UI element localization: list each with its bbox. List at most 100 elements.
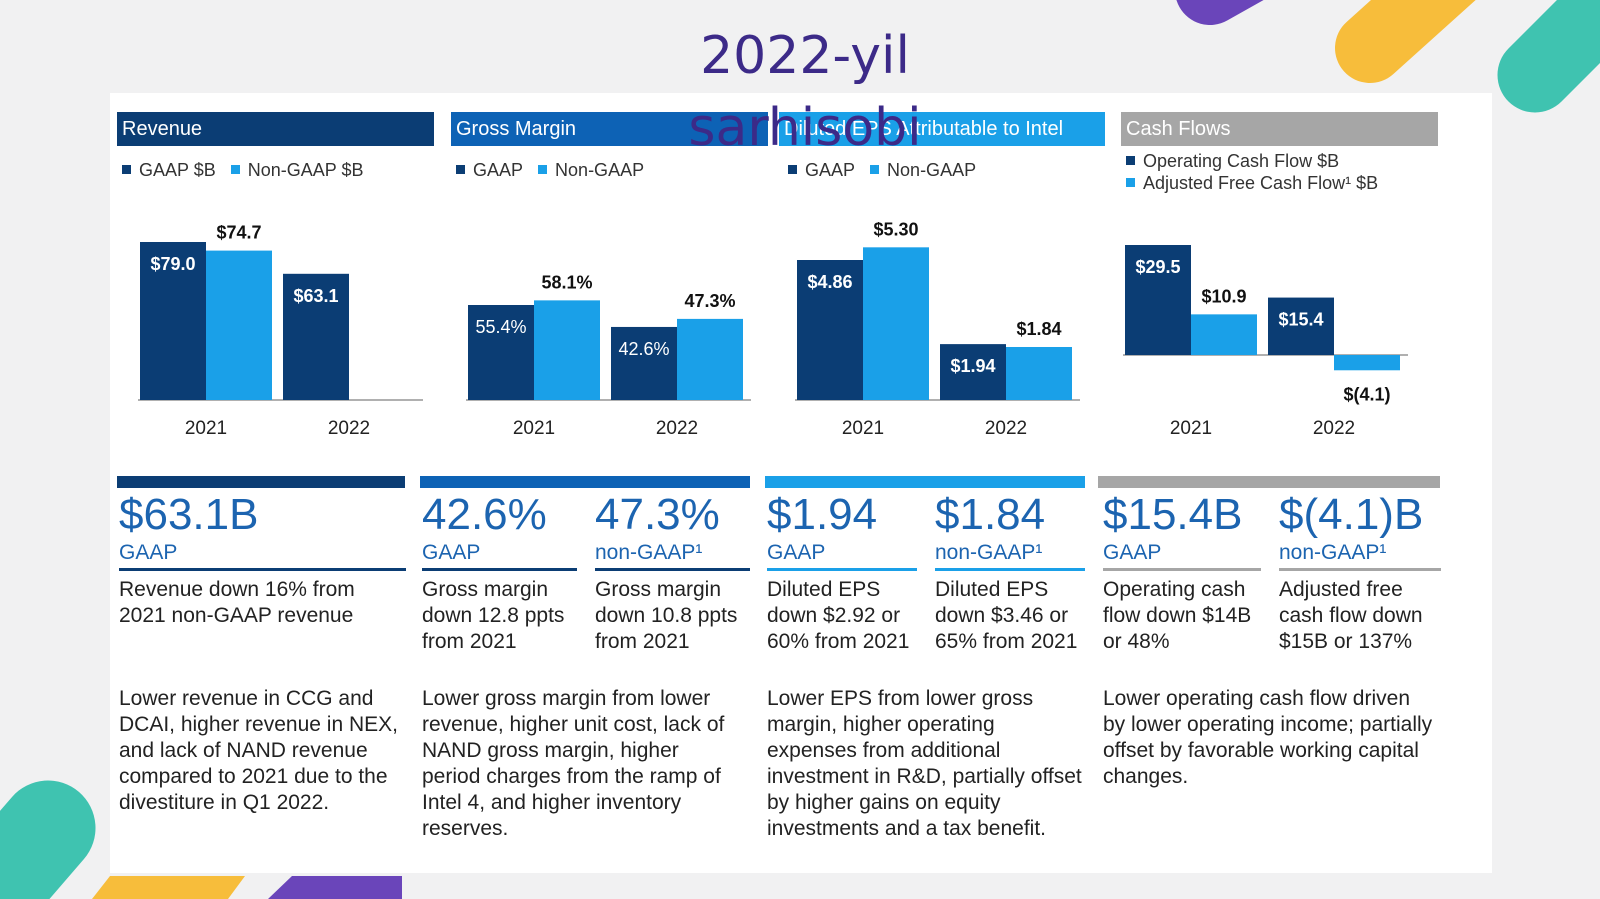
bar	[1334, 355, 1400, 371]
legend-gross-margin: GAAP Non-GAAP	[456, 160, 654, 181]
metric-label: non-GAAP¹	[935, 540, 1085, 571]
metric-label: GAAP	[119, 540, 406, 571]
title-line: 2022-yil	[700, 26, 910, 86]
data-label: $1.94	[950, 356, 995, 376]
metric-value: $15.4B	[1103, 490, 1243, 539]
note-diluted-eps: Lower EPS from lower gross margin, highe…	[767, 687, 1082, 840]
bar	[206, 250, 272, 400]
x-tick-label: 2021	[842, 418, 884, 439]
metric-value: $(4.1)B	[1279, 490, 1424, 539]
metric-value: $1.84	[935, 490, 1046, 539]
legend-label: GAAP $B	[139, 160, 216, 180]
legend-label: Non-GAAP $B	[247, 160, 364, 180]
metric-description: Gross margin down 10.8 ppts from 2021	[595, 578, 738, 653]
legend-label: Operating Cash Flow $B	[1143, 151, 1340, 171]
legend-item-operating-cash-flow: Operating Cash Flow $B	[1126, 150, 1378, 172]
bar	[797, 260, 863, 400]
metric-label: GAAP	[422, 540, 577, 571]
operating-cash-flow-swatch	[1126, 155, 1135, 165]
bar	[140, 242, 206, 400]
legend-item-gaap: GAAP	[456, 160, 523, 180]
band-cash-flows	[1098, 476, 1440, 488]
legend-item-gaap: GAAP	[788, 160, 855, 180]
legend-item-non-gaap: Non-GAAP	[870, 160, 976, 180]
x-tick-label: 2021	[1170, 418, 1212, 439]
bar	[863, 247, 929, 400]
adjusted-free-cash-flow-swatch	[1126, 177, 1135, 187]
data-label: $63.1	[293, 286, 338, 306]
title-line: sarhisobi	[688, 98, 922, 158]
band-revenue	[117, 476, 405, 488]
metric-description: Revenue down 16% from 2021 non-GAAP reve…	[119, 578, 355, 627]
cash-flows-chart: $29.5 $10.9 2021 $15.4 $(4.1) 2022	[1123, 245, 1408, 439]
legend-label: Non-GAAP	[887, 160, 977, 180]
metric-label: GAAP	[767, 540, 917, 571]
gaap-swatch	[788, 164, 797, 174]
metric-gross-margin-non-gaap: 47.3% non-GAAP¹ Gross margin down 10.8 p…	[595, 490, 750, 655]
x-tick-label: 2022	[656, 418, 698, 439]
revenue-chart: $79.0 $74.7 2021 $63.1 2022	[138, 223, 423, 439]
note-gross-margin: Lower gross margin from lower revenue, h…	[422, 687, 725, 840]
metric-description: Operating cash flow down $14B or 48%	[1103, 578, 1252, 653]
header-diluted-eps: Diluted EPS Attributable to Intel	[779, 112, 1105, 146]
data-label: $10.9	[1201, 286, 1246, 306]
page-title: 2022-yil sarhisobi	[640, 20, 970, 164]
metric-value: $1.94	[767, 490, 878, 539]
legend-label: Adjusted Free Cash Flow¹ $B	[1143, 173, 1379, 193]
legend-item-non-gaap: Non-GAAP	[538, 160, 644, 180]
data-label: $29.5	[1135, 257, 1180, 277]
data-label: 58.1%	[541, 272, 592, 292]
band-diluted-eps	[765, 476, 1085, 488]
legend-item-gaap: GAAP $B	[122, 160, 216, 180]
legend-item-non-gaap: Non-GAAP $B	[230, 160, 364, 180]
metric-description: Adjusted free cash flow down $15B or 137…	[1279, 578, 1423, 653]
gross-margin-chart: 55.4% 58.1% 2021 42.6% 47.3% 2022	[466, 272, 751, 439]
metric-description: Diluted EPS down $2.92 or 60% from 2021	[767, 578, 910, 653]
bar	[940, 344, 1006, 400]
metric-eps-non-gaap: $1.84 non-GAAP¹ Diluted EPS down $3.46 o…	[935, 490, 1085, 655]
data-label: $1.84	[1016, 319, 1061, 339]
metric-adjusted-free-cash-flow: $(4.1)B non-GAAP¹ Adjusted free cash flo…	[1279, 490, 1441, 655]
metric-operating-cash-flow: $15.4B GAAP Operating cash flow down $14…	[1103, 490, 1261, 655]
metric-value: 47.3%	[595, 490, 720, 539]
x-tick-label: 2021	[513, 418, 555, 439]
metric-value: $63.1B	[119, 490, 259, 539]
gaap-swatch	[456, 164, 465, 174]
metric-label: GAAP	[1103, 540, 1261, 571]
data-label: $4.86	[807, 272, 852, 292]
metric-label: non-GAAP¹	[1279, 540, 1441, 571]
diluted-eps-chart: $4.86 $5.30 2021 $1.94 $1.84 2022	[795, 219, 1080, 439]
x-tick-label: 2022	[1313, 418, 1355, 439]
metric-label: non-GAAP¹	[595, 540, 750, 571]
note-cash-flows: Lower operating cash flow driven by lowe…	[1103, 687, 1433, 788]
legend-label: GAAP	[805, 160, 856, 180]
note-revenue: Lower revenue in CCG and DCAI, higher re…	[119, 687, 398, 814]
data-label: 55.4%	[475, 317, 526, 337]
legend-diluted-eps: GAAP Non-GAAP	[788, 160, 986, 181]
non-gaap-swatch	[870, 164, 880, 174]
bar	[468, 305, 534, 400]
data-label: $5.30	[873, 219, 918, 239]
bar	[1125, 245, 1191, 355]
metric-description: Diluted EPS down $3.46 or 65% from 2021	[935, 578, 1078, 653]
band-gross-margin	[420, 476, 750, 488]
metric-revenue-gaap: $63.1B GAAP Revenue down 16% from 2021 n…	[119, 490, 406, 629]
legend-label: GAAP	[473, 160, 524, 180]
non-gaap-swatch	[538, 164, 548, 174]
header-revenue: Revenue	[117, 112, 434, 146]
legend-cash-flows: Operating Cash Flow $B Adjusted Free Cas…	[1126, 150, 1378, 194]
legend-revenue: GAAP $B Non-GAAP $B	[122, 160, 373, 181]
data-label: $74.7	[216, 223, 261, 243]
data-label: $(4.1)	[1343, 384, 1390, 404]
data-label: $15.4	[1278, 310, 1323, 330]
header-cash-flows: Cash Flows	[1121, 112, 1438, 146]
bar	[611, 326, 677, 400]
non-gaap-swatch	[230, 164, 240, 174]
bar	[1006, 346, 1072, 400]
data-label: 47.3%	[684, 291, 735, 311]
data-label: $79.0	[150, 254, 195, 274]
gaap-swatch	[122, 164, 131, 174]
header-gross-margin: Gross Margin	[451, 112, 768, 146]
bar	[1191, 314, 1257, 355]
